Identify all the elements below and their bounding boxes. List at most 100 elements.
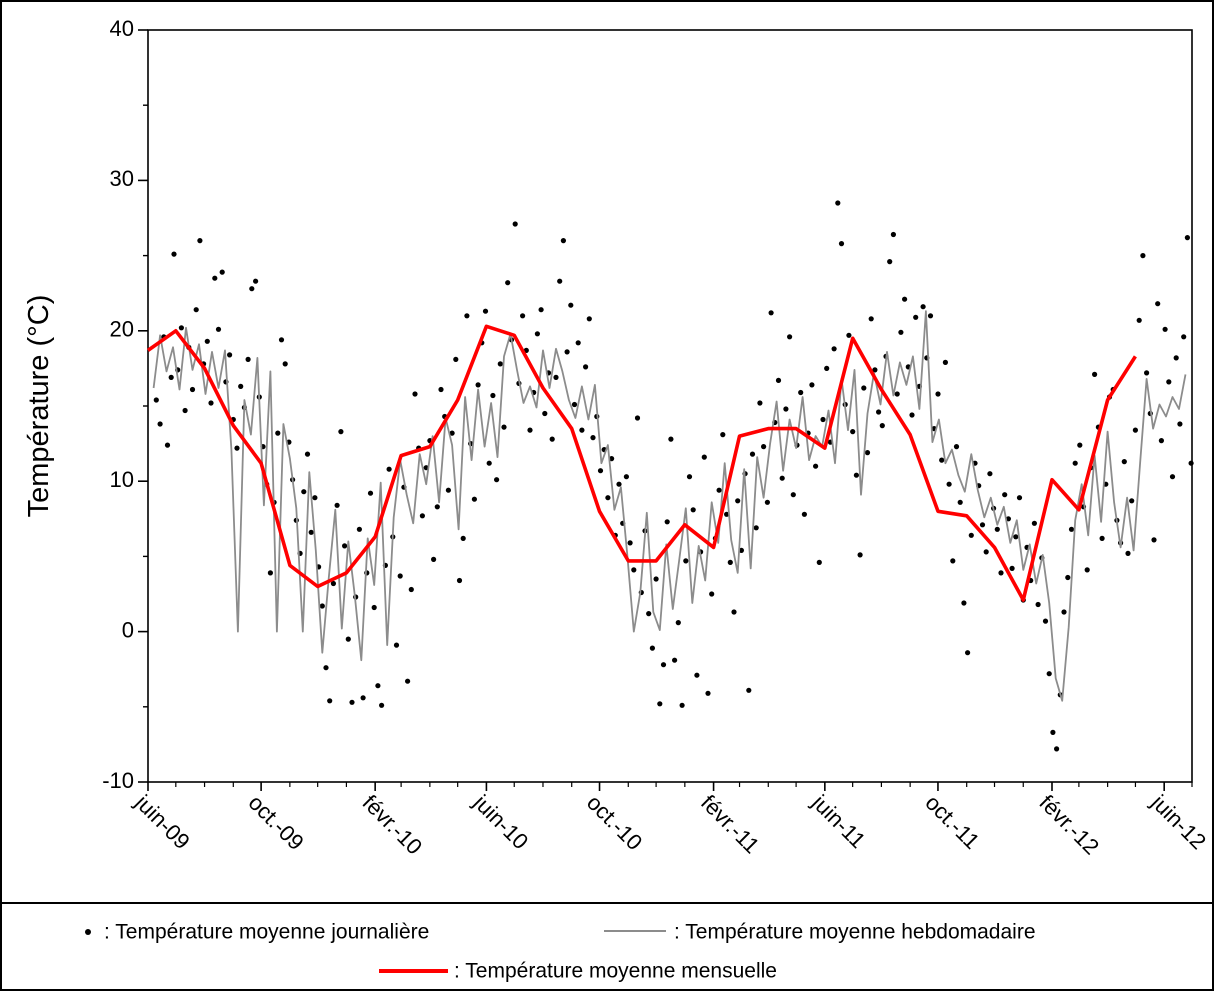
- daily-point: [445, 487, 451, 493]
- daily-point: [245, 356, 251, 362]
- daily-point: [501, 424, 507, 430]
- daily-point: [939, 457, 945, 463]
- daily-point: [1061, 609, 1067, 615]
- daily-point: [853, 472, 860, 478]
- daily-point: [1155, 301, 1161, 307]
- daily-point: [749, 451, 756, 457]
- daily-point: [627, 540, 633, 546]
- daily-point: [1132, 427, 1138, 433]
- daily-point: [724, 511, 730, 517]
- daily-point: [1072, 460, 1078, 466]
- daily-point: [942, 359, 949, 365]
- daily-point: [171, 251, 177, 257]
- daily-point: [571, 401, 578, 408]
- daily-point: [720, 432, 726, 438]
- daily-point: [735, 498, 741, 504]
- monthly-series: [146, 324, 1137, 602]
- daily-point: [189, 386, 196, 393]
- daily-point: [994, 526, 1000, 532]
- daily-point: [1177, 421, 1183, 427]
- daily-point: [898, 329, 904, 335]
- legend-monthly-label: : Température moyenne mensuelle: [454, 960, 777, 983]
- daily-point: [527, 427, 533, 433]
- daily-point: [1144, 370, 1150, 376]
- daily-point: [360, 695, 366, 701]
- daily-point: [950, 558, 956, 564]
- daily-point: [1158, 438, 1164, 444]
- daily-point: [1166, 379, 1172, 385]
- daily-point: [716, 487, 722, 493]
- daily-point: [1140, 253, 1146, 259]
- y-tick-label: 30: [110, 166, 134, 191]
- daily-point: [1173, 355, 1179, 361]
- daily-point: [679, 702, 685, 708]
- daily-point: [219, 269, 225, 275]
- daily-point: [968, 532, 974, 538]
- daily-series: [153, 200, 1194, 752]
- daily-point: [757, 400, 763, 406]
- daily-point: [182, 407, 188, 414]
- y-tick-label: 20: [110, 317, 134, 342]
- daily-point: [946, 481, 952, 487]
- daily-point: [872, 367, 878, 373]
- daily-point: [672, 657, 678, 663]
- legend: : Température moyenne journalière : Temp…: [85, 921, 1036, 983]
- daily-point: [330, 580, 336, 587]
- daily-point: [790, 492, 796, 498]
- daily-point: [249, 286, 255, 292]
- daily-point: [301, 489, 307, 495]
- daily-point: [534, 331, 541, 337]
- daily-point: [761, 444, 767, 450]
- daily-point: [623, 474, 630, 480]
- daily-point: [475, 382, 481, 388]
- daily-point: [957, 499, 963, 505]
- daily-point: [490, 392, 496, 399]
- daily-point: [846, 332, 852, 338]
- daily-point: [1136, 317, 1142, 323]
- daily-point: [1054, 746, 1060, 752]
- daily-point: [153, 397, 159, 403]
- daily-point: [783, 406, 789, 412]
- daily-point: [227, 352, 233, 358]
- daily-point: [212, 275, 218, 281]
- daily-point: [686, 474, 693, 480]
- daily-point: [590, 435, 596, 441]
- daily-point: [890, 231, 897, 238]
- daily-point: [705, 690, 711, 696]
- daily-point: [909, 412, 915, 418]
- daily-point: [375, 683, 381, 689]
- y-tick-label: -10: [102, 768, 134, 793]
- daily-point: [935, 391, 941, 397]
- daily-point: [349, 699, 355, 705]
- y-axis: -10 0 10 20 30 40: [102, 16, 148, 793]
- daily-point: [583, 364, 589, 370]
- daily-point: [668, 436, 674, 442]
- daily-point: [453, 356, 459, 362]
- daily-point: [775, 377, 782, 383]
- y-tick-label: 40: [110, 16, 134, 41]
- daily-point: [753, 525, 759, 531]
- daily-point: [835, 200, 841, 206]
- daily-point: [694, 672, 700, 678]
- daily-point: [438, 386, 444, 393]
- daily-point: [267, 570, 273, 576]
- daily-point: [616, 481, 622, 487]
- daily-point: [1121, 459, 1127, 465]
- daily-point: [746, 687, 752, 693]
- daily-point: [397, 573, 403, 579]
- daily-point: [631, 567, 637, 573]
- daily-point: [564, 349, 570, 355]
- daily-point: [342, 543, 348, 549]
- daily-point: [965, 650, 971, 656]
- daily-point: [813, 463, 819, 469]
- daily-point: [731, 609, 737, 615]
- daily-point: [979, 522, 986, 528]
- weekly-series-line: [152, 310, 1187, 702]
- daily-point: [987, 471, 993, 477]
- daily-point: [609, 456, 615, 462]
- daily-point: [168, 374, 174, 380]
- daily-point: [157, 421, 163, 427]
- daily-point: [204, 338, 210, 344]
- daily-point: [319, 603, 325, 609]
- daily-point: [471, 496, 477, 502]
